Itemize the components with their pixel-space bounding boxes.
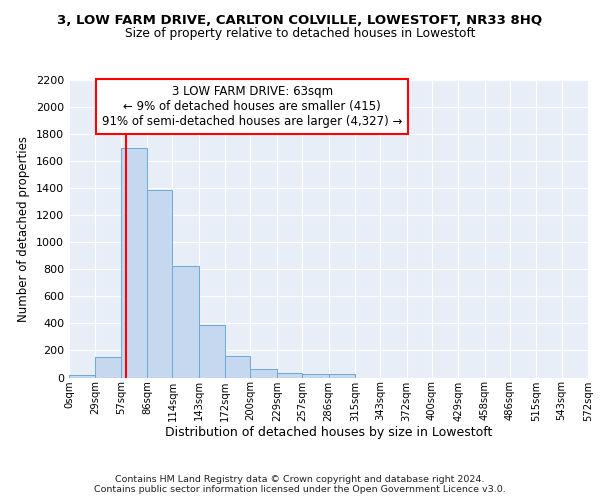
Bar <box>172 266 199 378</box>
Bar <box>225 356 250 378</box>
Bar <box>147 190 172 378</box>
Bar <box>250 370 277 378</box>
Text: Contains HM Land Registry data © Crown copyright and database right 2024.
Contai: Contains HM Land Registry data © Crown c… <box>94 474 506 494</box>
Y-axis label: Number of detached properties: Number of detached properties <box>17 136 31 322</box>
Text: Size of property relative to detached houses in Lowestoft: Size of property relative to detached ho… <box>125 27 475 40</box>
Bar <box>199 326 225 378</box>
Bar <box>277 373 302 378</box>
Bar <box>329 374 355 378</box>
Bar <box>121 148 147 378</box>
Bar <box>302 374 329 378</box>
X-axis label: Distribution of detached houses by size in Lowestoft: Distribution of detached houses by size … <box>165 426 492 439</box>
Bar <box>95 356 121 378</box>
Text: 3, LOW FARM DRIVE, CARLTON COLVILLE, LOWESTOFT, NR33 8HQ: 3, LOW FARM DRIVE, CARLTON COLVILLE, LOW… <box>58 14 542 27</box>
Text: 3 LOW FARM DRIVE: 63sqm
← 9% of detached houses are smaller (415)
91% of semi-de: 3 LOW FARM DRIVE: 63sqm ← 9% of detached… <box>102 84 403 128</box>
Bar <box>69 376 95 378</box>
